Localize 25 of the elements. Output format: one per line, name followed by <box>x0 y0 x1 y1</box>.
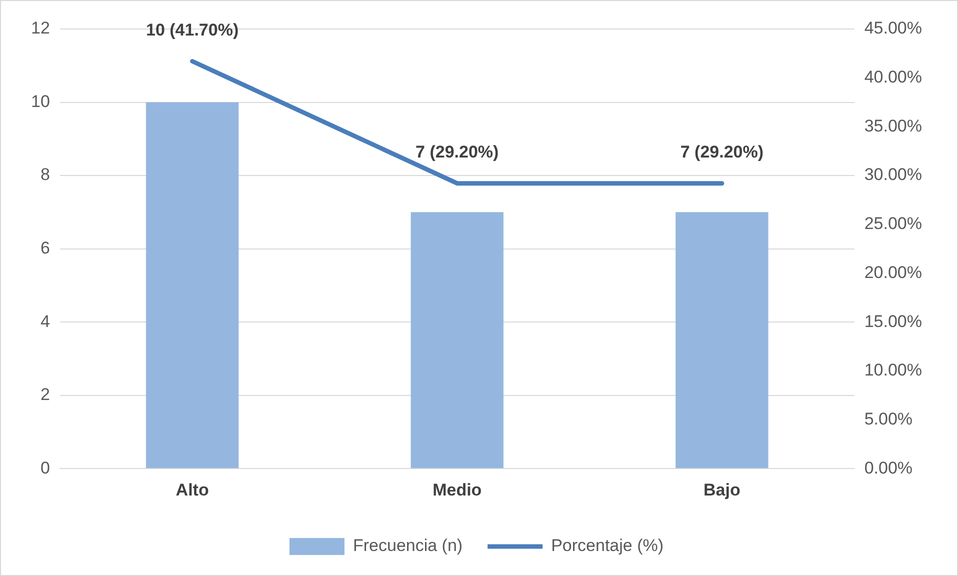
y-tick-label: 6 <box>40 238 50 258</box>
y2-tick-label: 45.00% <box>864 18 922 38</box>
y2-tick-label: 15.00% <box>864 312 922 331</box>
y2-tick-label: 10.00% <box>864 360 922 380</box>
data-label: 10 (41.70%) <box>146 20 239 40</box>
x-tick-label: Bajo <box>704 480 740 500</box>
y2-tick-label: 40.00% <box>864 68 922 87</box>
y2-tick-label: 25.00% <box>864 214 922 234</box>
y-tick-label: 10 <box>30 92 50 111</box>
y-tick-label: 4 <box>40 312 50 331</box>
y2-tick-label: 0.00% <box>864 458 913 478</box>
y2-tick-label: 35.00% <box>864 116 922 136</box>
y-tick-label: 0 <box>40 458 50 478</box>
data-label: 7 (29.20%) <box>680 142 764 162</box>
y-tick-label: 2 <box>40 385 50 404</box>
y2-tick-label: 5.00% <box>864 409 913 428</box>
y-tick-label: 8 <box>40 165 50 184</box>
x-tick-label: Medio <box>432 480 482 500</box>
x-tick-label: Alto <box>176 480 209 500</box>
legend-label: Porcentaje (%) <box>551 536 664 556</box>
legend-label: Frecuencia (n) <box>352 536 463 556</box>
y2-tick-label: 20.00% <box>864 262 922 282</box>
y-tick-label: 12 <box>30 18 50 38</box>
data-label: 7 (29.20%) <box>416 142 499 162</box>
y2-tick-label: 30.00% <box>864 165 922 184</box>
